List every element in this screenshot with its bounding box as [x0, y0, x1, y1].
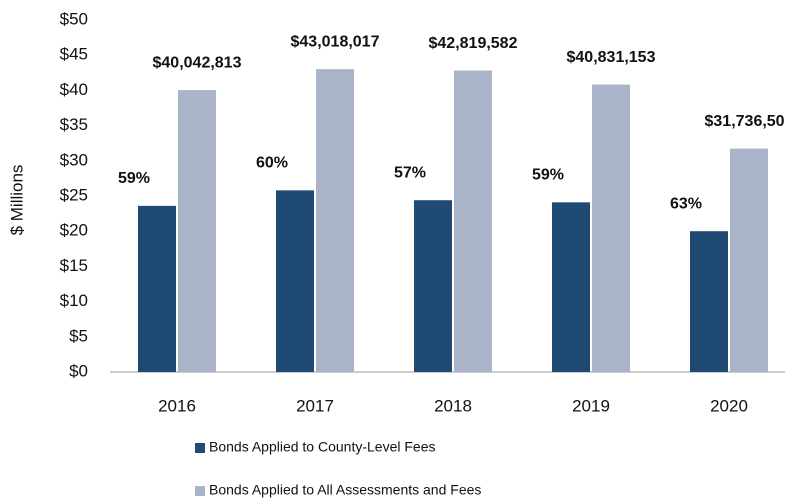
share-label: 59%	[532, 167, 564, 184]
share-label: 60%	[256, 155, 288, 172]
x-tick-label: 2017	[296, 396, 334, 415]
bar	[690, 231, 728, 372]
legend-label: Bonds Applied to All Assessments and Fee…	[209, 482, 481, 498]
bar	[138, 205, 176, 372]
bar	[552, 202, 590, 372]
x-tick-label: 2020	[710, 396, 748, 415]
data-label: $43,018,017	[291, 33, 380, 50]
y-tick-label: $10	[60, 291, 88, 310]
y-tick-label: $40	[60, 80, 88, 99]
data-label: $40,042,813	[153, 54, 242, 71]
bar	[276, 190, 314, 372]
bar	[414, 200, 452, 372]
data-label: $40,831,153	[567, 49, 656, 66]
y-tick-label: $30	[60, 150, 88, 169]
y-tick-label: $0	[69, 361, 88, 380]
y-tick-label: $25	[60, 185, 88, 204]
data-label: $42,819,582	[429, 35, 518, 52]
share-label: 63%	[670, 195, 702, 212]
y-tick-label: $45	[60, 45, 88, 64]
bar	[178, 90, 216, 372]
y-tick-label: $20	[60, 221, 88, 240]
x-tick-label: 2018	[434, 396, 472, 415]
x-tick-label: 2019	[572, 396, 610, 415]
bar	[454, 70, 492, 372]
x-tick-label: 2016	[158, 396, 196, 415]
bar	[730, 148, 768, 372]
share-label: 59%	[118, 170, 150, 187]
legend-label: Bonds Applied to County-Level Fees	[209, 439, 435, 455]
legend-swatch	[195, 486, 205, 496]
y-tick-label: $15	[60, 256, 88, 275]
data-label: $31,736,501	[705, 113, 785, 130]
y-tick-label: $35	[60, 115, 88, 134]
y-axis-label: $ Millions	[7, 165, 26, 236]
y-tick-label: $50	[60, 9, 88, 28]
share-label: 57%	[394, 164, 426, 181]
y-tick-label: $5	[69, 326, 88, 345]
bar	[316, 69, 354, 372]
bar	[592, 84, 630, 373]
legend-swatch	[195, 443, 205, 453]
